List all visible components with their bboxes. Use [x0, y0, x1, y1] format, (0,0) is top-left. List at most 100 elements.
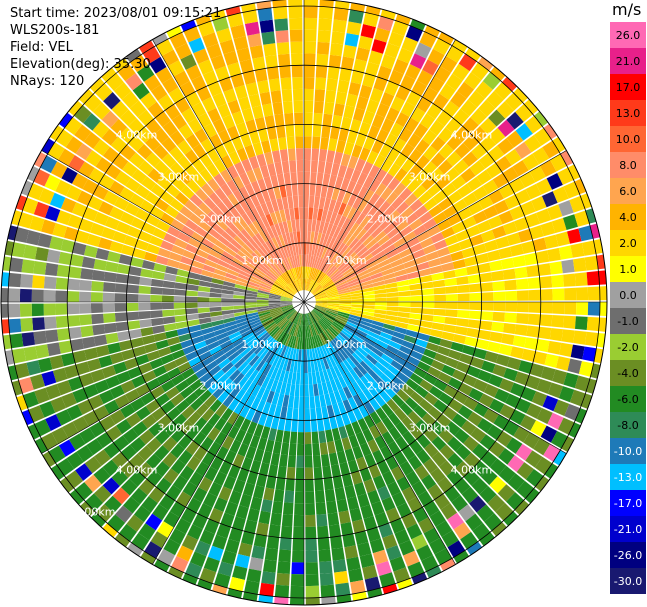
velocity-gate	[498, 465, 516, 484]
velocity-gate	[315, 302, 328, 305]
velocity-gate	[433, 308, 446, 317]
velocity-gate	[177, 155, 192, 171]
velocity-gate	[56, 210, 72, 226]
velocity-gate	[599, 286, 607, 301]
velocity-gate	[431, 451, 447, 467]
velocity-gate	[265, 323, 277, 332]
velocity-gate	[501, 333, 515, 346]
velocity-gate	[260, 215, 270, 229]
velocity-gate	[165, 329, 179, 339]
velocity-gate	[336, 189, 346, 203]
velocity-gate	[286, 220, 293, 233]
velocity-gate	[268, 304, 281, 308]
velocity-gate	[155, 255, 169, 266]
velocity-gate	[391, 491, 407, 507]
velocity-gate	[105, 332, 119, 344]
velocity-gate	[426, 103, 443, 120]
velocity-gate	[304, 467, 314, 480]
velocity-gate	[291, 311, 299, 323]
velocity-gate	[185, 302, 198, 309]
velocity-gate	[234, 161, 246, 176]
velocity-gate	[330, 324, 341, 334]
velocity-gate	[350, 169, 362, 183]
velocity-gate	[157, 247, 172, 259]
velocity-gate	[340, 329, 352, 339]
velocity-gate	[94, 379, 110, 394]
velocity-gate	[354, 349, 366, 361]
velocity-gate	[126, 293, 139, 302]
velocity-gate	[446, 151, 462, 167]
velocity-gate	[230, 354, 243, 366]
velocity-gate	[517, 228, 533, 243]
velocity-gate	[85, 493, 104, 512]
velocity-gate	[472, 185, 488, 201]
velocity-gate	[322, 234, 330, 247]
velocity-gate	[380, 158, 394, 173]
velocity-gate	[33, 330, 47, 345]
velocity-gate	[304, 77, 315, 90]
velocity-gate	[374, 302, 387, 306]
velocity-gate	[351, 144, 363, 158]
velocity-gate	[344, 545, 359, 560]
velocity-gate	[454, 428, 470, 444]
velocity-gate	[222, 197, 234, 210]
velocity-gate	[538, 326, 552, 340]
velocity-gate	[407, 561, 425, 578]
velocity-gate	[190, 397, 204, 411]
velocity-gate	[331, 31, 345, 45]
velocity-gate	[222, 313, 235, 320]
velocity-gate	[314, 306, 326, 313]
velocity-gate	[353, 331, 366, 341]
velocity-gate	[264, 115, 276, 129]
velocity-gate	[221, 302, 234, 307]
velocity-gate	[386, 148, 400, 163]
velocity-gate	[8, 318, 22, 333]
velocity-gate	[19, 303, 33, 317]
velocity-gate	[400, 143, 415, 158]
velocity-gate	[388, 69, 404, 86]
velocity-gate	[388, 253, 402, 263]
velocity-gate	[315, 502, 327, 515]
velocity-gate	[117, 330, 131, 342]
velocity-gate	[241, 531, 255, 546]
velocity-gate	[248, 237, 259, 250]
velocity-gate	[497, 138, 514, 155]
velocity-gate	[214, 65, 230, 81]
velocity-gate	[287, 269, 295, 281]
velocity-gate	[259, 91, 272, 106]
velocity-gate	[327, 66, 340, 80]
velocity-gate	[361, 253, 374, 263]
velocity-gate	[411, 534, 428, 551]
velocity-gate	[138, 302, 151, 311]
velocity-gate	[547, 247, 562, 262]
velocity-gate	[278, 261, 287, 273]
velocity-gate	[304, 0, 319, 7]
velocity-gate	[598, 270, 607, 285]
velocity-gate	[198, 202, 212, 215]
velocity-gate	[385, 455, 399, 471]
velocity-gate	[285, 184, 293, 197]
velocity-gate	[305, 266, 308, 279]
velocity-gate	[457, 310, 470, 319]
velocity-gate	[476, 169, 492, 185]
velocity-gate	[145, 152, 161, 168]
velocity-gate	[242, 482, 255, 497]
velocity-gate	[286, 407, 293, 420]
velocity-gate	[352, 445, 364, 460]
velocity-gate	[312, 455, 322, 468]
velocity-gate	[320, 185, 328, 198]
velocity-gate	[227, 351, 240, 362]
velocity-gate	[444, 277, 457, 287]
velocity-gate	[69, 489, 85, 505]
velocity-gate	[11, 242, 26, 258]
velocity-gate	[356, 228, 367, 241]
velocity-gate	[192, 487, 208, 503]
velocity-gate	[275, 429, 284, 443]
velocity-gate	[103, 322, 117, 334]
velocity-gate	[267, 338, 277, 350]
velocity-gate	[359, 249, 371, 260]
velocity-gate	[222, 281, 236, 288]
velocity-gate	[502, 166, 519, 183]
velocity-gate	[98, 355, 113, 368]
velocity-gate	[414, 42, 432, 59]
